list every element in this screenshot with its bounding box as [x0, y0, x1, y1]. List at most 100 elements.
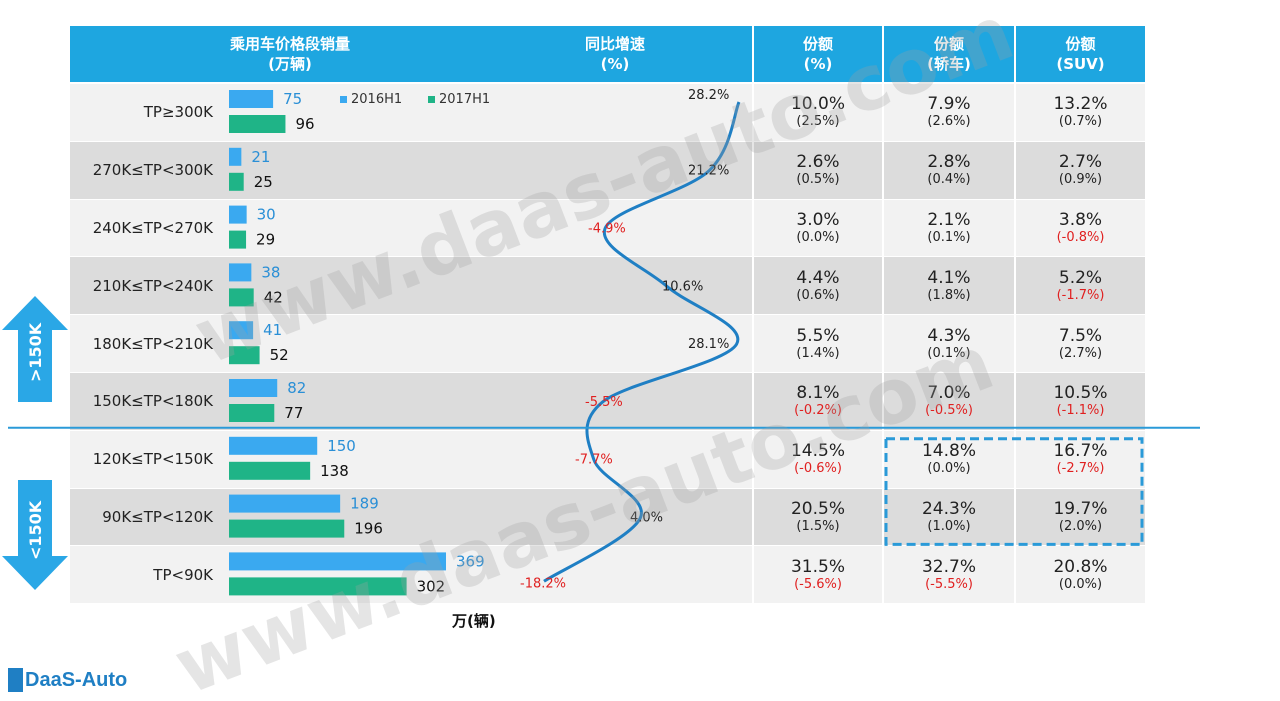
header-share-total-line2: (%) — [803, 55, 833, 73]
upper-arrow-label: >150K — [26, 322, 45, 382]
share-suv-value: 7.5% — [1058, 325, 1103, 346]
category-label: TP≥300K — [143, 103, 213, 122]
share-sedan-cell: 2.8% (0.4%) — [884, 142, 1014, 199]
legend-2017: 2017H1 — [428, 92, 490, 107]
growth-label: -7.7% — [575, 453, 613, 468]
share-total-change: (2.5%) — [796, 114, 840, 130]
share-suv-cell: 16.7% (-2.7%) — [1016, 431, 1145, 488]
category-label: TP<90K — [153, 565, 213, 584]
share-total-value: 8.1% — [796, 383, 840, 404]
share-total-change: (-0.2%) — [794, 403, 842, 419]
x-axis-unit: 万(辆) — [452, 612, 496, 630]
share-sedan-cell: 7.9% (2.6%) — [884, 84, 1014, 141]
share-sedan-change: (0.1%) — [927, 229, 971, 245]
share-sedan-change: (0.0%) — [927, 461, 971, 477]
share-total-value: 10.0% — [790, 94, 845, 115]
category-label: 240K≤TP<270K — [92, 218, 213, 237]
share-suv-value: 16.7% — [1053, 441, 1108, 462]
bar-2016 — [229, 494, 341, 513]
bar-2016-label: 21 — [251, 148, 270, 166]
share-total-value: 31.5% — [790, 556, 845, 577]
bar-2017-label: 52 — [270, 346, 289, 364]
share-sedan-value: 4.3% — [927, 325, 971, 346]
share-sedan-cell: 4.1% (1.8%) — [884, 257, 1014, 314]
bar-2016 — [229, 147, 242, 166]
bar-2016-label: 189 — [350, 495, 379, 513]
header-share-total-line1: 份额 — [802, 35, 833, 53]
header-share-suv-line1: 份额 — [1065, 35, 1096, 53]
share-sedan-cell: 2.1% (0.1%) — [884, 200, 1014, 257]
share-sedan-cell: 24.3% (1.0%) — [884, 489, 1014, 546]
share-total-cell: 2.6% (0.5%) — [754, 142, 882, 199]
share-suv-cell: 5.2% (-1.7%) — [1016, 257, 1145, 314]
bar-2017 — [229, 115, 286, 133]
brand-logo-icon — [8, 668, 23, 692]
separator-1 — [752, 26, 754, 604]
category-label: 210K≤TP<240K — [92, 276, 213, 295]
growth-label: -4.9% — [588, 222, 626, 237]
share-suv-change: (2.7%) — [1058, 345, 1103, 361]
header-sales — [70, 26, 752, 82]
brand-logo: DaaS-Auto — [8, 668, 127, 692]
growth-label: -18.2% — [520, 576, 566, 591]
share-sedan-change: (0.1%) — [927, 345, 971, 361]
share-total-cell: 4.4% (0.6%) — [754, 257, 882, 314]
share-sedan-value: 2.8% — [927, 152, 971, 173]
bar-2017-label: 302 — [417, 577, 446, 595]
bar-2016 — [229, 90, 274, 108]
category-label: 270K≤TP<300K — [92, 161, 213, 180]
bar-2017-label: 77 — [284, 404, 303, 422]
header-share-suv-line2: (SUV) — [1056, 55, 1105, 73]
bar-2017 — [229, 577, 407, 596]
share-suv-cell: 13.2% (0.7%) — [1016, 84, 1145, 141]
share-sedan-value: 4.1% — [927, 267, 971, 288]
bar-2016-label: 150 — [327, 437, 356, 455]
share-suv-value: 13.2% — [1053, 94, 1108, 115]
share-suv-cell: 7.5% (2.7%) — [1016, 315, 1145, 372]
share-sedan-value: 24.3% — [921, 498, 976, 519]
growth-label: -5.5% — [585, 395, 623, 410]
share-sedan-value: 7.9% — [927, 94, 971, 115]
header-sales-line2: (万辆) — [268, 55, 312, 73]
bar-2016 — [229, 379, 278, 397]
legend-2016-swatch — [340, 96, 347, 103]
share-total-value: 4.4% — [796, 267, 840, 288]
bar-2017-label: 96 — [295, 115, 314, 133]
bar-2016-label: 41 — [263, 321, 282, 339]
lower-arrow: <150K — [2, 480, 68, 590]
share-total-change: (-0.6%) — [794, 461, 842, 477]
growth-label: 10.6% — [662, 279, 703, 294]
share-sedan-cell: 7.0% (-0.5%) — [884, 373, 1014, 430]
header-share-sedan-line1: 份额 — [933, 35, 964, 53]
share-suv-value: 19.7% — [1053, 498, 1108, 519]
header-sales-line1: 乘用车价格段销量 — [229, 35, 350, 53]
bar-2016-label: 82 — [287, 379, 306, 397]
share-sedan-change: (2.6%) — [927, 114, 971, 130]
bar-2016 — [229, 552, 446, 571]
share-suv-change: (-0.8%) — [1056, 229, 1105, 245]
header-growth-line1: 同比增速 — [584, 35, 645, 53]
bar-2016-label: 369 — [456, 552, 485, 570]
bar-2017 — [229, 230, 247, 249]
share-suv-value: 2.7% — [1058, 152, 1103, 173]
bar-2017 — [229, 346, 260, 365]
category-label: 90K≤TP<120K — [102, 507, 213, 526]
share-sedan-change: (-0.5%) — [925, 403, 973, 419]
lower-arrow-label: <150K — [26, 500, 45, 560]
header-growth-line2: (%) — [600, 55, 630, 73]
bar-2016-label: 75 — [283, 90, 302, 108]
share-suv-value: 10.5% — [1053, 383, 1108, 404]
share-sedan-change: (1.8%) — [927, 287, 971, 303]
header-share-sedan-line2: (轿车) — [927, 55, 971, 73]
share-sedan-cell: 4.3% (0.1%) — [884, 315, 1014, 372]
share-total-change: (0.0%) — [796, 229, 840, 245]
brand-logo-text: DaaS-Auto — [25, 668, 128, 691]
header-share-total: 份额 (%) — [754, 26, 882, 82]
share-suv-change: (0.0%) — [1058, 576, 1103, 592]
share-total-change: (1.5%) — [796, 518, 840, 534]
share-suv-value: 20.8% — [1053, 556, 1108, 577]
bar-2017-label: 42 — [264, 288, 283, 306]
upper-arrow-shape — [2, 296, 68, 402]
